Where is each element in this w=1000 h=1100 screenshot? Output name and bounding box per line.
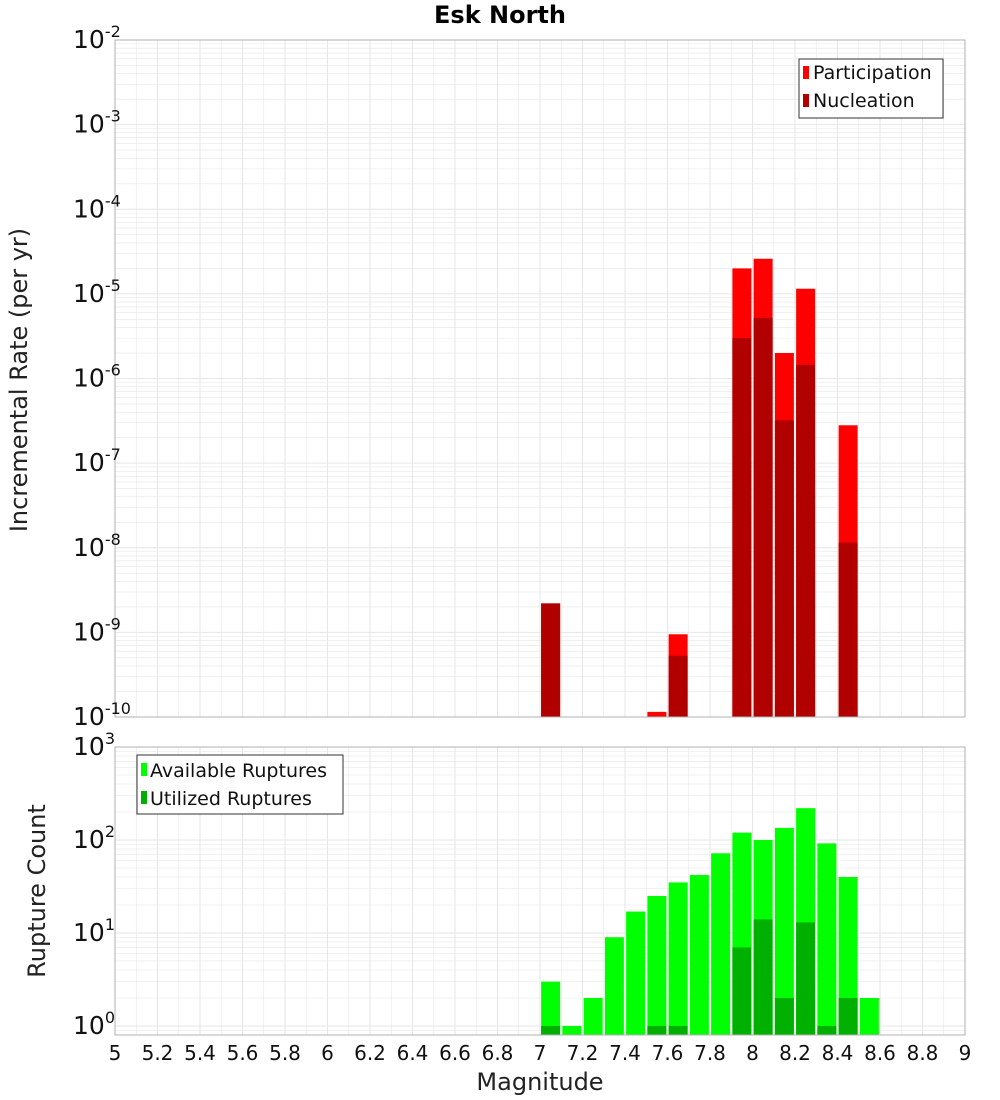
x-tick-label: 7.2 [567, 1041, 599, 1065]
bottom-bar-available-ruptures [838, 877, 858, 1035]
x-tick-label: 5.4 [184, 1041, 216, 1065]
top-panel-grid [115, 40, 965, 717]
x-tick-label: 6 [321, 1041, 334, 1065]
bottom-bar-available-ruptures [626, 911, 646, 1035]
top-bar-nucleation [774, 420, 794, 717]
bottom-bar-available-ruptures [604, 937, 624, 1035]
top-bar-nucleation [668, 655, 688, 717]
bottom-bar-utilized-ruptures [774, 997, 794, 1035]
top-panel-bars [541, 258, 858, 717]
x-tick-label: 5.2 [142, 1041, 174, 1065]
bottom-bar-available-ruptures [583, 997, 603, 1035]
x-tick-label: 8.8 [907, 1041, 939, 1065]
top-y-tick-label: 10-3 [73, 107, 121, 139]
top-panel-frame [114, 39, 966, 718]
legend-label-utilized: Utilized Ruptures [150, 788, 312, 810]
bottom-bar-utilized-ruptures [732, 947, 752, 1035]
top-y-tick-label: 10-2 [73, 22, 121, 54]
x-tick-label: 7.4 [609, 1041, 641, 1065]
bottom-bar-utilized-ruptures [796, 922, 816, 1035]
bottom-legend: Available Ruptures Utilized Ruptures [136, 754, 344, 815]
bottom-bar-available-ruptures [647, 895, 667, 1035]
x-tick-label: 8.6 [864, 1041, 896, 1065]
x-tick-label: 9 [959, 1041, 972, 1065]
bottom-y-tick-label: 102 [73, 822, 115, 854]
x-tick-label: 6.2 [354, 1041, 386, 1065]
x-tick-label: 5 [109, 1041, 122, 1065]
bottom-bar-utilized-ruptures [817, 1025, 837, 1035]
bottom-panel-bars [541, 808, 879, 1035]
x-tick-label: 7 [534, 1041, 547, 1065]
x-tick-label: 6.8 [482, 1041, 514, 1065]
bottom-bar-utilized-ruptures [838, 997, 858, 1035]
x-axis-title: Magnitude [476, 1068, 603, 1096]
bottom-y-tick-label: 100 [73, 1008, 115, 1040]
bottom-y-axis-ticks: 100 101 102 103 [73, 729, 115, 1040]
bottom-bar-utilized-ruptures [647, 1025, 667, 1035]
x-tick-label: 6.6 [439, 1041, 471, 1065]
chart-title: Esk North [434, 1, 566, 29]
bottom-bar-available-ruptures [668, 882, 688, 1035]
top-bar-nucleation [732, 338, 752, 717]
bottom-bar-available-ruptures [689, 875, 709, 1035]
legend-swatch-nucleation [803, 94, 809, 107]
top-bar-nucleation [541, 603, 561, 717]
bottom-bar-available-ruptures [711, 853, 731, 1035]
bottom-panel-grid [115, 747, 965, 1035]
bottom-bar-available-ruptures [562, 1025, 582, 1035]
top-y-tick-label: 10-4 [73, 191, 121, 223]
bottom-bar-available-ruptures [859, 997, 879, 1035]
top-y-tick-label: 10-10 [73, 699, 131, 731]
legend-label-participation: Participation [813, 62, 932, 84]
bottom-bar-utilized-ruptures [541, 1025, 561, 1035]
legend-swatch-available [141, 763, 147, 776]
top-y-tick-label: 10-9 [73, 614, 121, 646]
x-tick-label: 8 [746, 1041, 759, 1065]
top-y-tick-label: 10-8 [73, 530, 121, 562]
x-tick-label: 8.4 [822, 1041, 854, 1065]
legend-label-available: Available Ruptures [150, 760, 327, 782]
top-legend-box [798, 58, 944, 119]
x-tick-label: 5.6 [227, 1041, 259, 1065]
bottom-bar-available-ruptures [541, 981, 561, 1035]
top-bar-participation [647, 711, 667, 717]
top-bar-nucleation [838, 542, 858, 717]
top-y-tick-label: 10-7 [73, 445, 121, 477]
top-bar-nucleation [753, 317, 773, 717]
bottom-bar-utilized-ruptures [668, 1025, 688, 1035]
top-y-tick-label: 10-5 [73, 276, 121, 308]
legend-swatch-utilized [141, 791, 147, 804]
x-axis-ticks: 5 5.2 5.4 5.6 5.8 6 6.2 6.4 6.6 6.8 7 7.2 7.4 7.6 7.8 8… [109, 1041, 972, 1065]
bottom-legend-box [136, 754, 344, 815]
x-tick-label: 7.8 [694, 1041, 726, 1065]
bottom-y-tick-label: 101 [73, 915, 115, 947]
top-legend: Participation Nucleation [798, 58, 944, 119]
top-y-axis-title: Incremental Rate (per yr) [5, 228, 33, 532]
bottom-bar-utilized-ruptures [753, 919, 773, 1035]
top-y-tick-label: 10-6 [73, 361, 121, 393]
x-tick-label: 8.2 [779, 1041, 811, 1065]
x-tick-label: 7.6 [652, 1041, 684, 1065]
top-y-axis-ticks: 10-10 10-9 10-8 10-7 10-6 10-5 10-4 10-3 10-2 [73, 22, 131, 731]
bottom-y-tick-label: 103 [73, 729, 115, 761]
bottom-y-axis-title: Rupture Count [23, 804, 51, 978]
bottom-bar-available-ruptures [817, 843, 837, 1035]
top-bar-nucleation [796, 364, 816, 717]
legend-swatch-participation [803, 66, 809, 79]
legend-label-nucleation: Nucleation [813, 90, 915, 112]
x-tick-label: 5.8 [269, 1041, 301, 1065]
bottom-panel-frame [114, 746, 966, 1036]
x-tick-label: 6.4 [397, 1041, 429, 1065]
bottom-bar-available-ruptures [774, 827, 794, 1035]
